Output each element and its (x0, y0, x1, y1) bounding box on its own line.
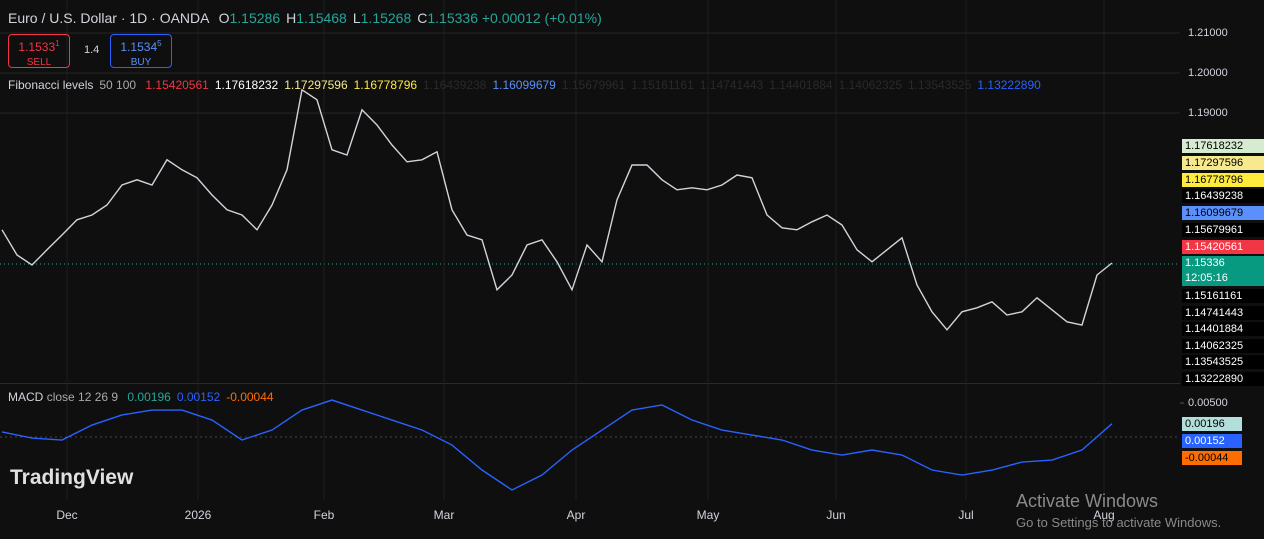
sell-price: 1.1533 (18, 40, 56, 54)
sell-label: SELL (26, 57, 52, 68)
ohlc-value: 1.15468 (296, 10, 347, 26)
price-label: 1.15679961 (1182, 223, 1264, 237)
spread: 1.4 (84, 44, 100, 56)
macd-params: close 12 26 9 (46, 390, 119, 404)
y-tick-label: 0.00500 (1188, 397, 1228, 409)
fib-level: 1.16099679 (492, 78, 556, 92)
macd-name: MACD (8, 390, 44, 404)
fib-name: Fibonacci levels (8, 78, 94, 92)
time-label: Apr (566, 508, 586, 522)
fib-level: 1.16439238 (423, 78, 487, 92)
macd-value: 0.00152 (176, 390, 221, 404)
fib-level: 1.14401884 (769, 78, 833, 92)
symbol: Euro / U.S. Dollar · 1D · OANDA (8, 10, 209, 26)
windows-title: Activate Windows (1016, 491, 1159, 511)
y-tick-label: 1.20000 (1188, 67, 1228, 79)
ohlc: O1.15286 H1.15468 L1.15268 C1.15336 (213, 10, 478, 26)
current-price: 1.15336 (1182, 256, 1264, 286)
ohlc-value: 1.15286 (229, 10, 281, 26)
time-label: 2026 (184, 508, 212, 522)
buy-label: BUY (130, 57, 152, 68)
macd-label: 0.00196 (1182, 417, 1242, 431)
time-label: Feb (313, 508, 335, 522)
fib-legend: Fibonacci levels 50 100 1.15420561 1.17618… (8, 78, 1047, 92)
y-tick-label: 1.21000 (1188, 27, 1228, 39)
price-label: 1.16099679 (1182, 206, 1264, 221)
y-tick-label: 1.19000 (1188, 107, 1228, 119)
ohlc-value: 1.15336 (427, 10, 478, 26)
fib-level: 1.15679961 (561, 78, 626, 92)
price-label: 1.13543525 (1182, 355, 1264, 370)
time-label: Jun (826, 508, 846, 522)
ohlc-key: H (286, 10, 297, 26)
macd-label: 0.00152 (1182, 434, 1242, 448)
macd-legend: MACD close 12 26 9 0.00196 0.00152 -0.0004… (8, 390, 280, 404)
price-label: 1.15420561 (1182, 239, 1264, 254)
ohlc-value: 1.15268 (360, 10, 412, 26)
pane-divider (0, 383, 1180, 384)
sell-button[interactable]: 1.15331 SELL (8, 34, 70, 68)
macd-label: -0.00044 (1182, 451, 1242, 465)
price-label: 1.14741443 (1182, 305, 1264, 320)
series-line (1, 88, 1113, 331)
buy-pip: 5 (157, 39, 162, 48)
time-label: Aug (1093, 508, 1115, 522)
ohlc-key: L (352, 10, 361, 26)
change: +0.00012 (+0.01%) (481, 10, 602, 26)
time-label: Mar (433, 508, 455, 522)
fib-level: 1.14062325 (838, 78, 902, 92)
fib-level: 1.17618232 (214, 78, 279, 92)
fib-level: 1.13543525 (908, 78, 972, 92)
sell-pip: 1 (55, 39, 60, 48)
ohlc-key: O (218, 10, 230, 26)
price-label: 1.14062325 (1182, 338, 1264, 353)
windows-text: Go to Settings to activate Windows. (1016, 515, 1222, 530)
ohlc-key: C (417, 10, 428, 26)
price-label: 1.17297596 (1182, 155, 1264, 170)
fib-level: 1.15161161 (631, 78, 694, 92)
price-label: 1.17618232 (1182, 139, 1264, 153)
price-label: 1.16778796 (1182, 172, 1264, 187)
price-label: 1.16439238 (1182, 189, 1264, 204)
time-label: Jul (958, 508, 974, 522)
header: Euro / U.S. Dollar · 1D · OANDA O1.15286… (8, 10, 602, 26)
fib-level: 1.14741443 (699, 78, 764, 92)
fib-level: 1.16778796 (353, 78, 418, 92)
countdown: 12:05:16 (1185, 272, 1228, 284)
fib-level: 1.17297596 (284, 78, 348, 92)
macd-value: -0.00044 (226, 390, 274, 404)
fib-level: 1.15420561 (145, 78, 209, 92)
price-label: 1.13222890 (1182, 372, 1264, 386)
buy-price: 1.1534 (120, 40, 158, 54)
fib-params: 50 100 (99, 78, 137, 92)
macd-value: 0.00196 (127, 390, 171, 404)
price-label: 1.14401884 (1182, 322, 1264, 337)
series-line (1, 399, 1113, 491)
time-label: Dec (56, 508, 78, 522)
time-label: May (696, 508, 720, 522)
watermark: TradingView (10, 466, 134, 489)
price-label: 1.15161161 (1182, 289, 1264, 303)
fib-level: 1.13222890 (977, 78, 1041, 92)
buy-button[interactable]: 1.15345 BUY (110, 34, 172, 68)
